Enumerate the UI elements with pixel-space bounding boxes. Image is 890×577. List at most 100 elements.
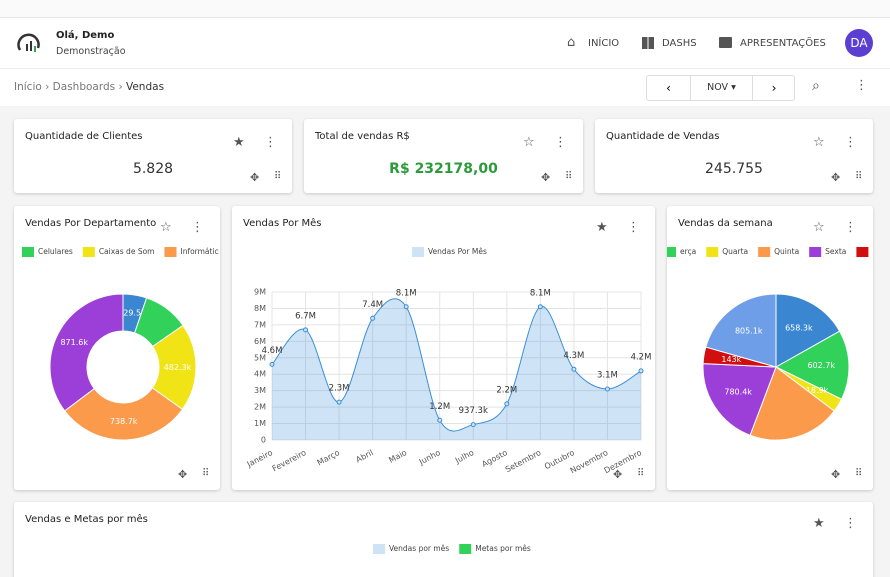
menu[interactable]: ⋮ — [844, 135, 857, 150]
x-tick-label: Março — [316, 448, 342, 467]
y-tick-label: 0 — [261, 436, 266, 445]
star[interactable]: ☆ — [160, 220, 172, 235]
pie-chart: 658.3k 602.7k 118.9k 780.4k 143k 805.1k erça Qu… — [667, 247, 869, 441]
drag[interactable]: ⠿ — [565, 171, 573, 182]
crumb[interactable]: Início — [14, 81, 42, 93]
month-picker: ‹ NOV ▾ › — [646, 75, 795, 101]
prev-button[interactable]: ‹ — [647, 76, 691, 100]
star[interactable]: ★ — [596, 220, 608, 235]
move[interactable]: ✥ — [831, 171, 841, 184]
move[interactable]: ✥ — [250, 171, 260, 184]
home-icon: ⌂ — [567, 35, 576, 50]
star[interactable]: ☆ — [813, 220, 825, 235]
star[interactable]: ★ — [233, 135, 245, 150]
legend-swatch — [373, 544, 385, 554]
point — [571, 366, 577, 372]
kpi-title: Quantidade de Clientes — [25, 131, 143, 142]
drag[interactable]: ⠿ — [855, 468, 863, 479]
legend-swatch — [412, 247, 424, 257]
data-label: 602.7k — [807, 361, 835, 370]
data-label: 4.2M — [631, 352, 652, 362]
point — [370, 315, 376, 321]
nav-link[interactable]: INÍCIO — [588, 38, 620, 49]
slice — [702, 363, 777, 436]
move[interactable]: ✥ — [541, 171, 551, 184]
legend-swatch — [22, 247, 34, 257]
point — [537, 304, 543, 310]
menu[interactable]: ⋮ — [844, 220, 857, 235]
menu[interactable]: ⋮ — [844, 516, 857, 531]
month-select[interactable]: NOV ▾ — [707, 82, 736, 93]
legend-label: Caixas de Som — [99, 247, 155, 256]
data-label: 8.1M — [530, 288, 551, 298]
data-label: 871.6k — [60, 338, 88, 347]
kpi-title: Total de vendas R$ — [315, 131, 410, 142]
subtitle: Demonstração — [56, 46, 126, 57]
divider — [0, 68, 890, 69]
legend-swatch — [809, 247, 822, 257]
slice — [705, 293, 777, 368]
y-tick-label: 1M — [254, 419, 266, 428]
data-label: 118.9k — [801, 386, 829, 395]
menu[interactable]: ⋮ — [191, 220, 204, 235]
move[interactable]: ✥ — [178, 468, 188, 481]
menu[interactable]: ⋮ — [554, 135, 567, 150]
x-tick-label: Junho — [417, 448, 442, 467]
donut-chart: 129.5k 482.3k 738.7k 871.6k Celulares Caixas … — [22, 247, 219, 441]
data-label: 1.2M — [429, 402, 450, 412]
data-label: 2.2M — [496, 385, 517, 395]
area — [272, 298, 641, 440]
greeting: Olá, Demo — [56, 30, 115, 41]
nav-link[interactable]: APRESENTAÇÕES — [740, 38, 826, 49]
nav-link[interactable]: DASHS — [662, 38, 697, 49]
legend-label: Metas por mês — [475, 544, 531, 553]
drag[interactable]: ⠿ — [202, 468, 210, 479]
legend-label: Sexta — [825, 247, 846, 256]
legend-swatch — [856, 247, 869, 257]
drag[interactable]: ⠿ — [637, 468, 645, 479]
next-button[interactable]: › — [752, 76, 795, 100]
legend-swatch — [459, 544, 472, 554]
move[interactable]: ✥ — [831, 468, 841, 481]
crumb[interactable]: Dashboards — [52, 81, 116, 93]
data-label: 6.7M — [295, 311, 316, 321]
data-label: 129.5k — [118, 309, 146, 318]
calendar-icon — [719, 37, 732, 48]
menu[interactable]: ⋮ — [627, 220, 640, 235]
point — [336, 399, 342, 405]
search-button[interactable]: ⌕ — [812, 78, 820, 94]
bar-chart: Vendas por mês Metas por mês — [373, 544, 531, 554]
slice — [775, 293, 841, 368]
menu[interactable]: ⋮ — [264, 135, 277, 150]
menu-button[interactable]: ⋮ — [855, 78, 868, 93]
move[interactable]: ✥ — [613, 468, 623, 481]
data-label: 7.4M — [362, 300, 383, 310]
y-tick-label: 8M — [254, 304, 266, 313]
drag[interactable]: ⠿ — [855, 171, 863, 182]
star[interactable]: ★ — [813, 516, 825, 531]
point — [504, 401, 510, 407]
logo — [17, 33, 40, 52]
slice — [49, 293, 124, 412]
kpi-value: 245.755 — [705, 161, 763, 177]
avatar[interactable]: DA — [845, 29, 873, 57]
y-tick-label: 7M — [254, 320, 266, 329]
dash-icon — [642, 37, 654, 49]
kpi-value: R$ 232178,00 — [389, 161, 498, 177]
point — [470, 422, 476, 428]
kpi-card: Quantidade de Vendas ☆ ⋮ 245.755 ✥ ⠿ — [595, 119, 873, 193]
kpi-card: Total de vendas R$ ☆ ⋮ R$ 232178,00 ✥ ⠿ — [304, 119, 583, 193]
legend-label: Celulares — [38, 247, 73, 256]
y-tick-label: 6M — [254, 337, 266, 346]
y-tick-label: 9M — [254, 288, 266, 297]
data-label: 143k — [721, 355, 741, 364]
drag[interactable]: ⠿ — [274, 171, 282, 182]
y-tick-label: 5M — [254, 353, 266, 362]
y-tick-label: 4M — [254, 370, 266, 379]
slice — [749, 366, 835, 441]
star[interactable]: ☆ — [813, 135, 825, 150]
top-strip — [0, 0, 890, 18]
star[interactable]: ☆ — [523, 135, 535, 150]
